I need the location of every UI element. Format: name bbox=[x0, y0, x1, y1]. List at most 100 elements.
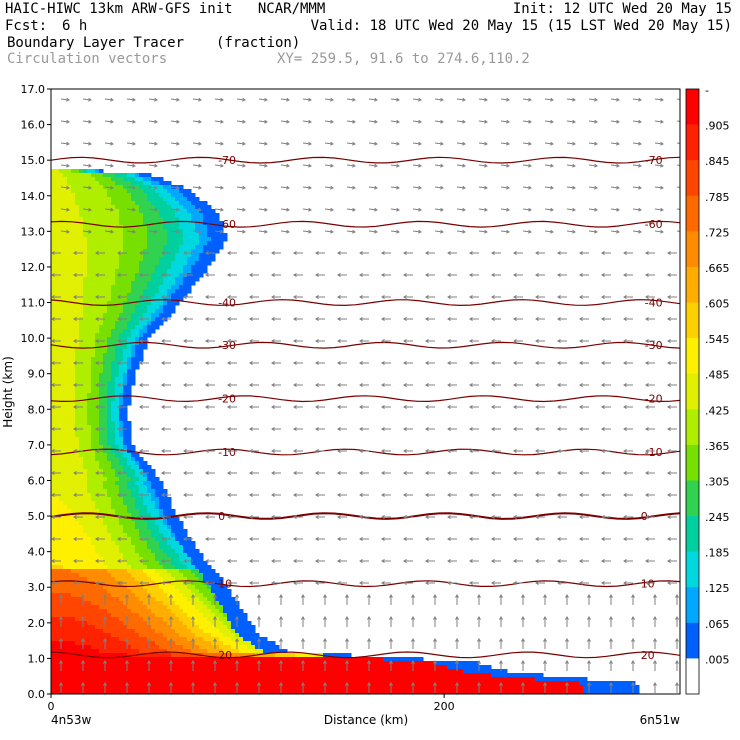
circulation-vector bbox=[192, 208, 202, 211]
vector-arrowhead bbox=[660, 141, 664, 146]
circulation-vector bbox=[434, 142, 444, 145]
vector-arrowhead bbox=[242, 207, 246, 212]
vector-arrowhead bbox=[359, 537, 363, 541]
vector-arrowhead bbox=[367, 638, 371, 642]
vector-arrowhead bbox=[315, 251, 319, 255]
vector-arrowhead bbox=[623, 581, 627, 585]
vector-arrowhead bbox=[572, 163, 576, 168]
vector-arrowhead bbox=[550, 119, 554, 124]
vector-arrowhead bbox=[403, 471, 407, 475]
vector-arrowhead bbox=[205, 405, 209, 409]
vector-arrowhead bbox=[601, 405, 605, 409]
vector-arrowhead bbox=[264, 119, 268, 124]
vector-arrowhead bbox=[653, 616, 657, 620]
vector-arrowhead bbox=[418, 141, 422, 146]
vector-arrowhead bbox=[469, 471, 473, 475]
vector-arrowhead bbox=[337, 405, 341, 409]
vector-arrowhead bbox=[557, 273, 561, 277]
circulation-vector bbox=[302, 164, 312, 167]
vector-arrowhead bbox=[271, 361, 275, 365]
vector-arrowhead bbox=[161, 317, 165, 321]
circulation-vector bbox=[390, 230, 400, 233]
vector-arrowhead bbox=[682, 120, 685, 123]
vector-arrowhead bbox=[638, 119, 642, 124]
y-axis-label: Height (km) bbox=[1, 356, 15, 427]
vector-arrowhead bbox=[477, 616, 481, 620]
vector-arrowhead bbox=[191, 660, 195, 664]
vector-arrowhead bbox=[374, 185, 378, 190]
contour-line bbox=[51, 220, 680, 228]
circulation-vector bbox=[148, 230, 158, 233]
vector-arrowhead bbox=[601, 515, 605, 519]
vector-arrowhead bbox=[117, 427, 121, 431]
vector-arrowhead bbox=[117, 295, 121, 299]
vector-arrowhead bbox=[198, 141, 202, 146]
vector-arrowhead bbox=[411, 660, 415, 664]
vector-arrowhead bbox=[103, 616, 107, 620]
vector-arrowhead bbox=[381, 295, 385, 299]
vector-arrowhead bbox=[425, 449, 429, 453]
vector-arrowhead bbox=[117, 317, 121, 321]
vector-arrowhead bbox=[418, 119, 422, 124]
y-tick-label: 7.0 bbox=[28, 439, 46, 452]
vector-arrowhead bbox=[95, 405, 99, 409]
vector-arrowhead bbox=[425, 317, 429, 321]
vector-arrowhead bbox=[183, 273, 187, 277]
circulation-vector bbox=[434, 230, 444, 233]
vector-arrowhead bbox=[117, 493, 121, 497]
circulation-vector bbox=[500, 164, 510, 167]
vector-arrowhead bbox=[308, 185, 312, 190]
vector-arrowhead bbox=[609, 638, 613, 642]
vector-arrowhead bbox=[579, 515, 583, 519]
vector-arrowhead bbox=[51, 559, 55, 563]
vector-arrowhead bbox=[447, 295, 451, 299]
vector-arrowhead bbox=[81, 660, 85, 664]
circulation-vector bbox=[236, 230, 246, 233]
vector-arrowhead bbox=[499, 682, 503, 686]
vector-arrowhead bbox=[139, 361, 143, 365]
vector-arrowhead bbox=[154, 185, 158, 190]
circulation-vector bbox=[654, 98, 664, 101]
circulation-vector bbox=[544, 208, 554, 211]
vector-arrowhead bbox=[205, 427, 209, 431]
vector-arrowhead bbox=[345, 682, 349, 686]
vector-arrowhead bbox=[139, 317, 143, 321]
vector-arrowhead bbox=[638, 163, 642, 168]
vector-arrowhead bbox=[323, 616, 327, 620]
vector-arrowhead bbox=[374, 229, 378, 234]
vector-arrowhead bbox=[660, 229, 664, 234]
vector-arrowhead bbox=[528, 229, 532, 234]
circulation-vector bbox=[104, 98, 114, 101]
vector-arrowhead bbox=[132, 141, 136, 146]
circulation-vector bbox=[346, 186, 356, 189]
vector-arrowhead bbox=[609, 660, 613, 664]
vector-arrowhead bbox=[337, 427, 341, 431]
circulation-vector bbox=[324, 208, 334, 211]
vector-arrowhead bbox=[631, 682, 635, 686]
vector-arrowhead bbox=[249, 537, 253, 541]
vector-arrowhead bbox=[381, 493, 385, 497]
vector-arrowhead bbox=[403, 493, 407, 497]
circulation-vector bbox=[302, 186, 312, 189]
vector-arrowhead bbox=[279, 616, 283, 620]
vector-arrowhead bbox=[675, 682, 679, 686]
vector-arrowhead bbox=[455, 660, 459, 664]
vector-arrowhead bbox=[183, 317, 187, 321]
vector-arrowhead bbox=[491, 427, 495, 431]
vector-arrowhead bbox=[73, 251, 77, 255]
vector-arrowhead bbox=[601, 581, 605, 585]
contour-line bbox=[51, 299, 680, 307]
contour-line bbox=[51, 651, 680, 659]
vector-arrowhead bbox=[403, 383, 407, 387]
vector-arrowhead bbox=[315, 383, 319, 387]
contour-label: -10 bbox=[645, 446, 663, 459]
vector-arrowhead bbox=[139, 405, 143, 409]
vector-arrowhead bbox=[469, 317, 473, 321]
vector-arrowhead bbox=[147, 660, 151, 664]
vector-arrowhead bbox=[293, 515, 297, 519]
circulation-vector bbox=[654, 230, 664, 233]
vector-arrowhead bbox=[484, 185, 488, 190]
circulation-vector bbox=[368, 208, 378, 211]
vector-arrowhead bbox=[667, 273, 671, 277]
vector-arrowhead bbox=[616, 185, 620, 190]
